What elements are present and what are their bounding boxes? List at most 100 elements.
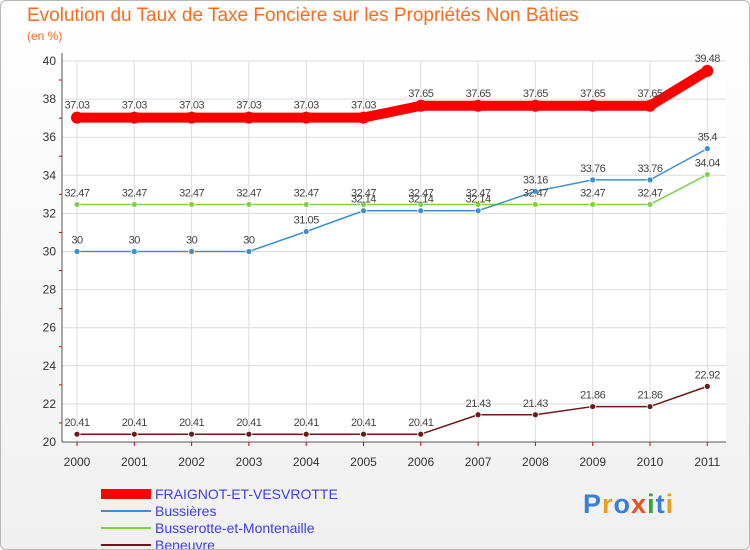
data-label: 32.47	[236, 187, 261, 199]
x-tick-label: 2008	[522, 455, 549, 469]
legend-item: Beneuvre	[101, 536, 338, 550]
x-tick-label: 2002	[178, 455, 205, 469]
data-point	[703, 145, 711, 153]
legend-item: Busserotte-et-Montenaille	[101, 519, 338, 536]
data-label: 30	[243, 235, 255, 247]
data-label: 39.48	[695, 53, 720, 65]
data-label: 21.86	[580, 390, 605, 402]
data-point	[703, 382, 711, 390]
legend-swatch	[101, 509, 151, 512]
data-point	[474, 411, 482, 419]
data-point	[417, 430, 425, 438]
legend-label: Busserotte-et-Montenaille	[155, 519, 315, 536]
data-point	[357, 111, 370, 124]
data-label: 32.47	[294, 187, 319, 199]
y-tick-label: 40	[43, 54, 57, 68]
legend-label: Beneuvre	[155, 536, 215, 550]
data-label: 20.41	[122, 417, 147, 429]
data-point	[646, 201, 654, 208]
data-point	[589, 201, 597, 208]
data-label: 32.47	[408, 187, 433, 199]
data-label: 32.47	[466, 187, 491, 199]
data-label: 32.47	[580, 187, 605, 199]
data-point	[586, 99, 599, 112]
data-point	[414, 99, 427, 112]
data-point	[242, 111, 255, 124]
y-tick-label: 22	[43, 397, 57, 411]
data-label: 33.76	[637, 163, 662, 175]
y-tick-label: 34	[43, 168, 57, 182]
data-point	[188, 201, 196, 208]
data-point	[71, 111, 83, 124]
y-tick-label: 20	[43, 435, 57, 449]
data-point	[589, 403, 597, 410]
data-label: 32.14	[466, 194, 491, 206]
data-point	[360, 430, 367, 438]
data-label: 31.05	[294, 214, 319, 226]
y-tick-label: 32	[43, 206, 57, 220]
data-point	[130, 248, 138, 255]
data-point	[360, 207, 367, 215]
x-tick-label: 2006	[407, 455, 434, 469]
legend-label: Bussières	[155, 502, 217, 519]
data-label: 32.47	[637, 187, 662, 199]
data-label: 20.41	[351, 417, 376, 429]
data-point	[589, 176, 597, 184]
data-point	[529, 99, 542, 112]
series-line	[76, 147, 709, 253]
data-point	[73, 248, 81, 255]
data-point	[302, 228, 310, 235]
data-label: 30	[129, 235, 141, 247]
data-point	[245, 430, 253, 438]
chart-title: Evolution du Taux de Taxe Foncière sur l…	[27, 5, 579, 26]
data-point	[472, 99, 485, 112]
data-point	[302, 201, 310, 208]
data-label: 20.41	[64, 417, 89, 429]
data-label: 37.03	[351, 100, 376, 112]
data-point	[701, 64, 714, 77]
data-point	[302, 430, 310, 438]
data-point	[185, 111, 198, 124]
data-point	[73, 201, 81, 208]
data-label: 32.47	[351, 187, 376, 199]
data-label: 37.03	[179, 100, 204, 112]
data-label: 20.41	[294, 417, 319, 429]
y-tick-label: 24	[43, 359, 57, 373]
data-point	[300, 111, 313, 124]
data-point	[532, 411, 539, 419]
y-tick-label: 38	[43, 92, 57, 106]
data-label: 37.03	[294, 100, 319, 112]
data-label: 37.03	[236, 100, 261, 112]
x-tick-label: 2007	[465, 455, 492, 469]
data-label: 37.03	[122, 100, 147, 112]
data-label: 32.47	[523, 187, 548, 199]
data-point	[532, 201, 539, 208]
data-label: 35.4	[698, 132, 718, 144]
x-tick-label: 2001	[121, 455, 148, 469]
data-point	[245, 201, 253, 208]
data-point	[73, 430, 81, 438]
legend-swatch	[101, 543, 151, 546]
x-tick-label: 2009	[579, 455, 606, 469]
data-label: 20.41	[179, 417, 204, 429]
data-label: 37.65	[523, 88, 548, 100]
legend-label: FRAIGNOT-ET-VESVROTTE	[155, 485, 338, 502]
data-label: 37.03	[64, 100, 89, 112]
data-label: 30	[71, 235, 83, 247]
data-label: 37.65	[637, 88, 662, 100]
legend-item: Bussières	[101, 502, 338, 519]
data-label: 32.47	[179, 187, 204, 199]
data-label: 37.65	[580, 88, 605, 100]
proxiti-logo: Proxiti	[583, 489, 675, 519]
series-line	[76, 385, 709, 435]
data-point	[646, 176, 654, 184]
data-label: 34.04	[695, 158, 720, 170]
data-point	[245, 248, 253, 255]
data-label: 20.41	[408, 417, 433, 429]
data-label: 20.41	[236, 417, 261, 429]
data-label: 22.92	[695, 369, 720, 381]
x-tick-label: 2000	[64, 455, 91, 469]
y-tick-label: 28	[43, 283, 57, 297]
data-label: 21.86	[637, 390, 662, 402]
data-label: 32.14	[351, 194, 376, 206]
